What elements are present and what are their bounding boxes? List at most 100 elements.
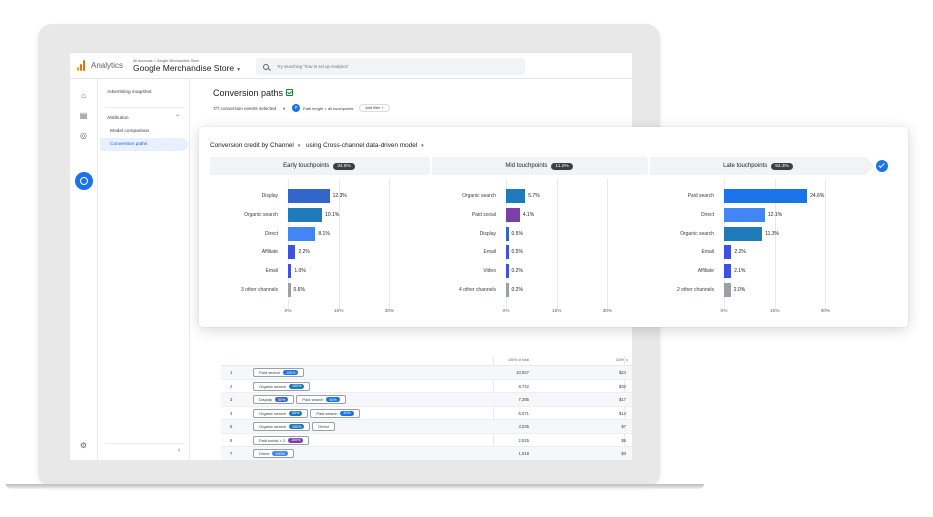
category-label: Organic search — [244, 211, 278, 218]
analytics-logo-icon — [77, 60, 85, 71]
conversions-value: 1,518 — [518, 451, 529, 456]
table-row[interactable]: 3 Display 50% Paid search 50% 7,285 $17 — [221, 393, 632, 407]
search-icon — [263, 63, 269, 70]
stage-late-label: Late touchpoints — [723, 163, 768, 169]
bar-value-label: 2.2% — [298, 249, 310, 256]
advertising-icon[interactable] — [75, 172, 93, 190]
conversions-value: 8,742 — [518, 383, 529, 389]
chevron-down-icon: ▼ — [236, 66, 242, 73]
reports-icon[interactable]: ▤ — [79, 111, 88, 120]
path-step-label: Direct — [259, 451, 270, 456]
row-number: 7 — [230, 451, 233, 456]
path-step: Paid search 50% — [310, 408, 360, 418]
add-filter-button[interactable]: Add filter + — [359, 104, 390, 112]
row-number: 6 — [230, 437, 233, 443]
chevron-down-icon: ▼ — [282, 105, 287, 111]
events-selector[interactable]: 7/7 conversion events selected — [213, 105, 277, 111]
page-title: Conversion paths — [213, 88, 294, 98]
stage-arrow — [866, 157, 874, 175]
bar-value-label: 0.5% — [511, 230, 523, 237]
category-label: 3 other channels — [241, 287, 278, 293]
table-row[interactable]: 4 Organic search 50% Paid search 50% 6,071 $14 — [221, 407, 632, 420]
bar[interactable] — [506, 189, 526, 203]
bar[interactable] — [288, 189, 330, 203]
bar[interactable] — [506, 283, 509, 297]
row-number: 3 — [230, 397, 233, 402]
bar[interactable] — [724, 189, 808, 203]
path-filter-chip[interactable]: P Path length < all touchpoints — [292, 104, 353, 112]
bar[interactable] — [288, 283, 291, 297]
table-row[interactable]: 2 Organic search 100% 8,742 $33 — [221, 380, 632, 393]
bar[interactable] — [288, 207, 323, 222]
conversion-path: Paid social × 2 100% — [253, 435, 311, 445]
bar-value-label: 2.1% — [734, 268, 746, 275]
chart-panel-3: 0% 15% 30% Paid search 24.6% Direct 12.1% Organ… — [646, 179, 856, 319]
nav-attribution[interactable]: Attribution — [107, 116, 129, 121]
path-step-label: Paid search — [316, 410, 338, 416]
bar[interactable] — [288, 245, 296, 260]
property-name[interactable]: Google Merchandise Store ▼ — [133, 63, 241, 73]
table-row[interactable]: 1 Paid search 100% 10,927 $24 — [221, 366, 632, 380]
chevron-down-icon[interactable]: ▼ — [420, 143, 425, 148]
settings-icon[interactable]: ⚙ — [79, 441, 88, 450]
gridline — [825, 179, 827, 309]
revenue-value: $3 — [621, 451, 626, 456]
category-label: Email — [701, 249, 714, 256]
bar[interactable] — [506, 264, 509, 279]
nav-advertising-snapshot[interactable]: Advertising snapshot — [107, 90, 152, 95]
gridline — [506, 179, 507, 309]
category-label: Email — [265, 268, 278, 275]
table-row[interactable]: 7 Direct 100% 1,518 $3 — [221, 447, 632, 460]
bar-value-label: 2.0% — [733, 287, 746, 293]
chevron-down-icon[interactable]: ▼ — [296, 143, 302, 148]
dimension-selector[interactable]: Channel — [270, 142, 294, 149]
path-step-label: Direct — [318, 424, 329, 429]
bar[interactable] — [506, 207, 520, 222]
bar-value-label: 11.3% — [765, 230, 779, 237]
nav-model-comparison[interactable]: Model comparison — [110, 129, 150, 134]
model-selector[interactable]: Cross-channel data-driven model — [323, 142, 418, 149]
revenue-value: $7 — [621, 424, 626, 429]
home-icon[interactable]: ⌂ — [81, 91, 86, 100]
account-breadcrumb: All accounts > Google Merchandise Store — [133, 58, 200, 63]
account-picker[interactable]: All accounts > Google Merchandise Store … — [133, 59, 241, 73]
search-input[interactable] — [277, 64, 477, 69]
bar[interactable] — [724, 283, 731, 297]
stage-mid: Mid touchpoints 11.2% — [432, 157, 646, 175]
bar[interactable] — [506, 226, 509, 241]
gridline — [724, 179, 725, 309]
bar-value-label: 10.1% — [325, 211, 340, 218]
search-bar[interactable] — [256, 58, 525, 75]
collapse-icon[interactable]: ‹ — [178, 447, 181, 454]
check-icon[interactable] — [876, 160, 888, 172]
property-label: Google Merchandise Store — [133, 62, 235, 73]
bar[interactable] — [724, 207, 765, 222]
bar[interactable] — [724, 226, 763, 241]
explore-icon[interactable]: ◎ — [80, 131, 87, 140]
chevron-up-icon[interactable]: ⌃ — [175, 115, 181, 121]
table-row[interactable]: 6 Paid social × 2 100% 2,525 $6 — [221, 434, 632, 447]
stage-late: Late touchpoints 54.3% — [650, 157, 866, 175]
bar[interactable] — [724, 245, 732, 260]
row-number: 4 — [230, 410, 233, 416]
conversion-path: Organic search 100% — [253, 381, 312, 391]
bar[interactable] — [724, 264, 732, 279]
x-tick-label: 30% — [602, 309, 613, 314]
category-label: Direct — [700, 211, 714, 218]
bar[interactable] — [288, 226, 316, 241]
nav-conversion-paths[interactable]: Conversion paths — [110, 142, 148, 147]
bar[interactable] — [506, 245, 509, 260]
left-nav-panel: Advertising snapshot Attribution ⌃ Model… — [98, 79, 190, 460]
conversion-path: Organic search 50% Paid search 50% — [253, 408, 362, 418]
conversions-value: 6,071 — [518, 410, 529, 416]
bar-value-label: 24.6% — [810, 193, 825, 199]
bar[interactable] — [288, 264, 292, 279]
row-number: 2 — [230, 383, 233, 389]
table-row[interactable]: 5 Organic search 100% Direct 3,035 $7 — [221, 420, 632, 434]
credit-pill: 50% — [340, 410, 354, 416]
category-label: Organic search — [680, 230, 714, 237]
credit-pill: 50% — [289, 410, 303, 416]
conversion-path: Organic search 100% Direct — [253, 422, 337, 431]
path-step: Organic search 50% — [253, 408, 309, 418]
